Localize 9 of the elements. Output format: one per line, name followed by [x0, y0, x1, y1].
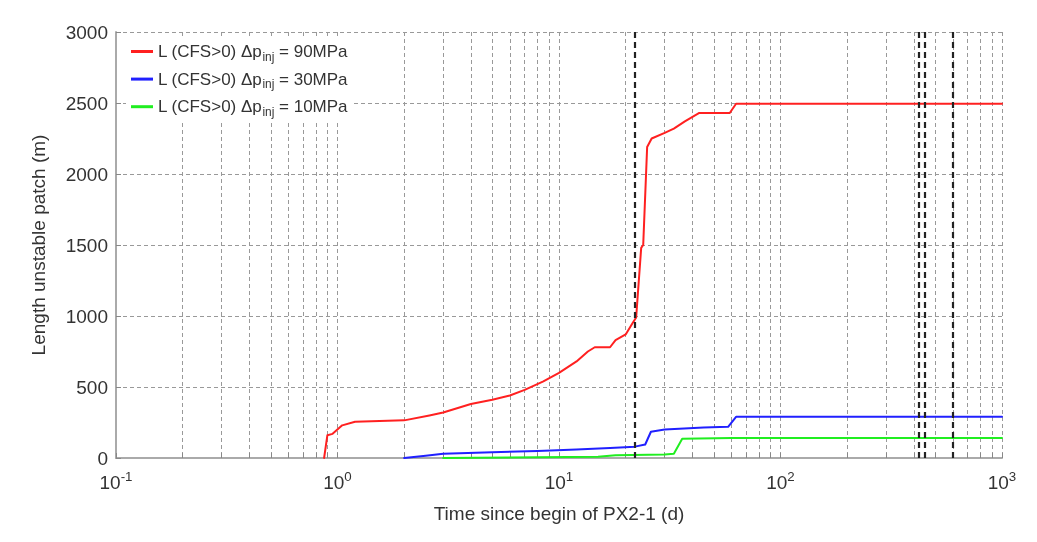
y-tick-label: 2000: [65, 163, 108, 185]
y-axis-title: Length unstable patch (m): [28, 134, 49, 356]
y-tick-label: 0: [97, 447, 108, 469]
y-tick-label: 500: [76, 376, 108, 398]
x-axis-title: Time since begin of PX2-1 (d): [433, 503, 685, 524]
y-tick-label: 1500: [65, 234, 108, 256]
y-tick-label: 2500: [65, 92, 108, 114]
y-tick-label: 1000: [65, 305, 108, 327]
y-tick-label: 3000: [65, 21, 108, 43]
